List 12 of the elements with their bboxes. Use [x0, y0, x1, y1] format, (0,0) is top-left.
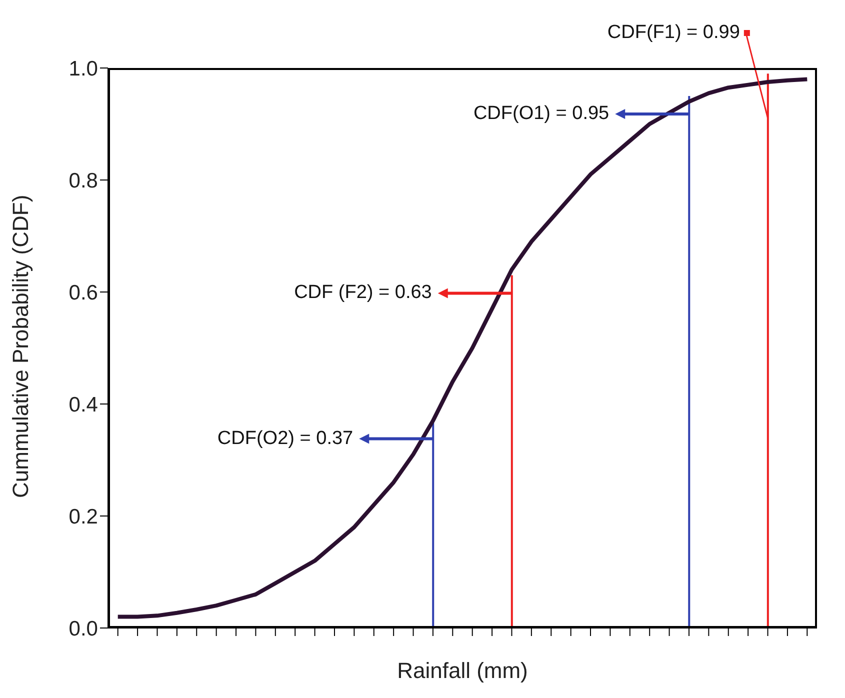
y-tick-label: 0.4	[68, 393, 98, 416]
data-label: CDF(O2) = 0.37	[217, 428, 354, 449]
y-tick-label: 0.2	[68, 505, 98, 528]
x-axis-title: Rainfall (mm)	[397, 658, 528, 683]
y-tick-label: 0.0	[68, 617, 98, 640]
y-axis-title: Cummulative Probability (CDF)	[8, 194, 33, 498]
data-label: CDF(F1) = 0.99	[607, 22, 740, 44]
y-tick-label: 0.8	[68, 169, 98, 192]
y-tick-label: 1.0	[68, 57, 98, 80]
y-tick-label: 0.6	[68, 281, 98, 304]
data-label: CDF(O1) = 0.95	[473, 103, 610, 124]
data-label: CDF (F2) = 0.63	[294, 282, 432, 304]
